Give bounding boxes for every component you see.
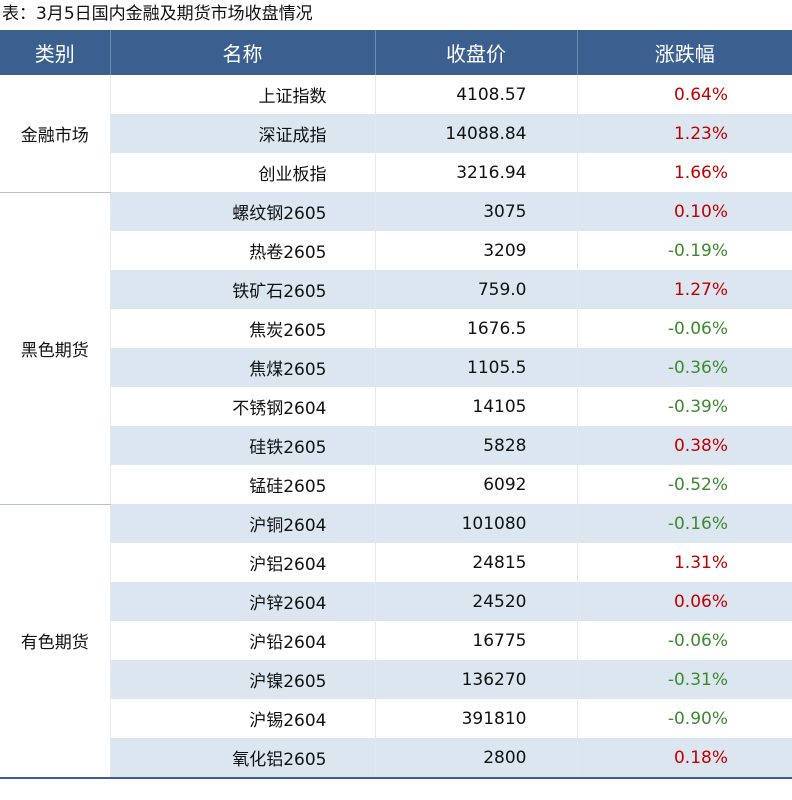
table-row: 沪镍2605 136270 -0.31% [0,660,792,699]
table-row: 锰硅2605 6092 -0.52% [0,465,792,504]
name-cell: 上证指数 [110,75,376,114]
change-cell: -0.16% [577,504,792,543]
name-cell: 螺纹钢2605 [110,192,376,231]
table-title: 表：3月5日国内金融及期货市场收盘情况 [2,4,313,24]
change-cell: 1.23% [577,114,792,153]
price-cell: 14088.84 [375,114,578,153]
name-cell: 沪锡2604 [110,699,376,738]
price-cell: 3216.94 [375,153,578,192]
price-cell: 3209 [375,231,578,270]
change-cell: -0.90% [667,708,728,729]
table-row: 沪铝2604 24815 1.31% [0,543,792,582]
change-cell: 0.10% [577,192,792,231]
price-cell: 14105 [375,387,578,426]
change-cell: 0.64% [673,84,728,105]
header-name: 名称 [110,30,376,75]
change-cell: -0.19% [667,240,728,261]
change-cell: 1.27% [577,270,792,309]
price-cell: 101080 [375,504,578,543]
table-row: 黑色期货 螺纹钢2605 3075 0.10% [0,192,792,505]
name-cell: 沪铜2604 [110,504,376,543]
name-cell: 深证成指 [110,114,376,153]
header-row: 类别 名称 收盘价 涨跌幅 [0,30,792,75]
price-cell: 1676.5 [375,309,578,348]
name-cell: 氧化铝2605 [110,738,376,778]
change-cell: -0.06% [667,630,728,651]
price-cell: 391810 [375,699,578,738]
name-cell: 焦炭2605 [110,309,376,348]
category-cell: 有色期货 [0,504,111,779]
table-row: 焦炭2605 1676.5 -0.06% [0,309,792,348]
name-cell: 沪铝2604 [110,543,376,582]
price-cell: 16775 [375,621,578,660]
name-cell: 沪铅2604 [110,621,376,660]
table-row: 深证成指 14088.84 1.23% [0,114,792,153]
market-close-table: 类别 名称 收盘价 涨跌幅 金融市场 上证指数 4108.57 0.64% 深证成指 14… [0,30,792,779]
name-cell: 锰硅2605 [110,465,376,504]
price-cell: 136270 [375,660,578,699]
name-cell: 不锈钢2604 [110,387,376,426]
change-cell: 0.38% [577,426,792,465]
category-cell: 黑色期货 [0,192,111,505]
table-row: 沪锌2604 24520 0.06% [0,582,792,621]
change-cell: -0.31% [577,660,792,699]
price-cell: 3075 [375,192,578,231]
table-row: 有色期货 沪铜2604 101080 -0.16% [0,504,792,779]
change-cell: -0.06% [667,318,728,339]
price-cell: 24520 [375,582,578,621]
table-row: 铁矿石2605 759.0 1.27% [0,270,792,309]
name-cell: 沪锌2604 [110,582,376,621]
change-cell: -0.52% [667,474,728,495]
table-row: 硅铁2605 5828 0.38% [0,426,792,465]
name-cell: 硅铁2605 [110,426,376,465]
table-row: 氧化铝2605 2800 0.18% [0,738,792,778]
table-row: 热卷2605 3209 -0.19% [0,231,792,270]
change-cell: -0.39% [667,396,728,417]
header-category: 类别 [0,30,111,75]
table-row: 沪铅2604 16775 -0.06% [0,621,792,660]
price-cell: 759.0 [375,270,578,309]
price-cell: 1105.5 [375,348,578,387]
name-cell: 焦煤2605 [110,348,376,387]
price-cell: 24815 [375,543,578,582]
change-cell: -0.36% [577,348,792,387]
table-row: 创业板指 3216.94 1.66% [0,153,792,192]
price-cell: 6092 [375,465,578,504]
name-cell: 创业板指 [110,153,376,192]
name-cell: 铁矿石2605 [110,270,376,309]
change-cell: 0.06% [577,582,792,621]
table-row: 不锈钢2604 14105 -0.39% [0,387,792,426]
category-cell: 金融市场 [0,75,111,193]
change-cell: 1.31% [673,552,728,573]
change-cell: 1.66% [673,162,728,183]
table-row: 焦煤2605 1105.5 -0.36% [0,348,792,387]
name-cell: 热卷2605 [110,231,376,270]
price-cell: 5828 [375,426,578,465]
price-cell: 2800 [375,738,578,778]
table-row: 沪锡2604 391810 -0.90% [0,699,792,738]
change-cell: 0.18% [577,738,792,778]
table-row: 金融市场 上证指数 4108.57 0.64% [0,75,792,193]
header-price: 收盘价 [375,30,578,75]
name-cell: 沪镍2605 [110,660,376,699]
header-change: 涨跌幅 [577,30,792,75]
price-cell: 4108.57 [375,75,578,114]
